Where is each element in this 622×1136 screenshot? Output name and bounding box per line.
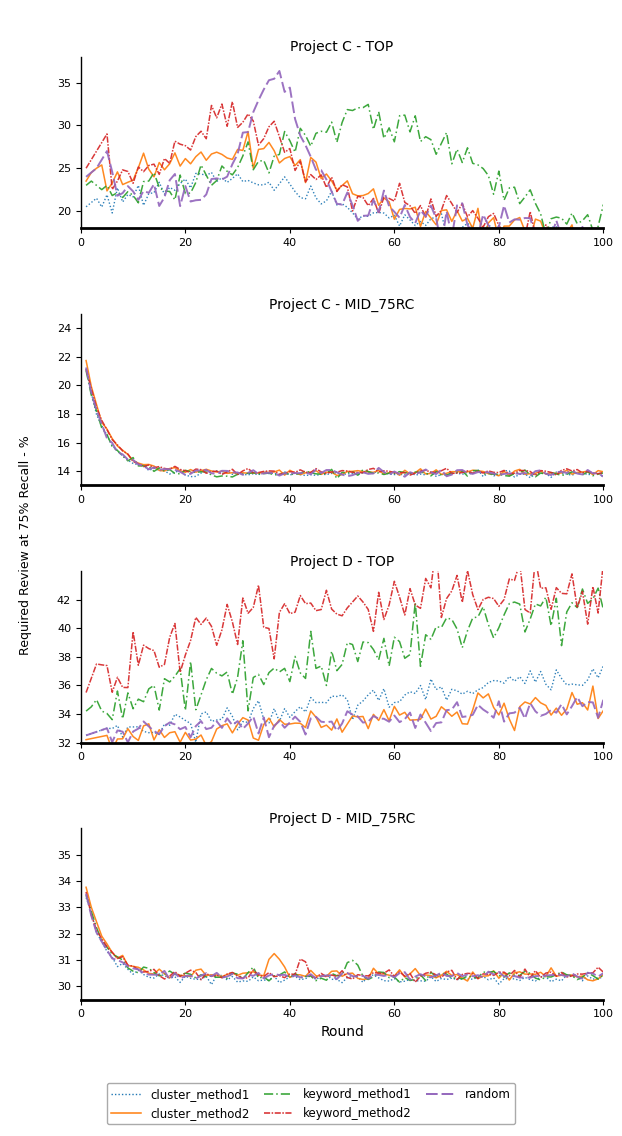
Title: Project C - MID_75RC: Project C - MID_75RC — [269, 298, 415, 311]
Title: Project C - TOP: Project C - TOP — [290, 40, 394, 55]
X-axis label: Round: Round — [320, 1025, 364, 1039]
Legend: cluster_method1, cluster_method2, keyword_method1, keyword_method2, random: cluster_method1, cluster_method2, keywor… — [107, 1083, 515, 1125]
Text: Required Review at 75% Recall - %: Required Review at 75% Recall - % — [19, 435, 32, 655]
Title: Project D - MID_75RC: Project D - MID_75RC — [269, 812, 415, 826]
Title: Project D - TOP: Project D - TOP — [290, 554, 394, 568]
